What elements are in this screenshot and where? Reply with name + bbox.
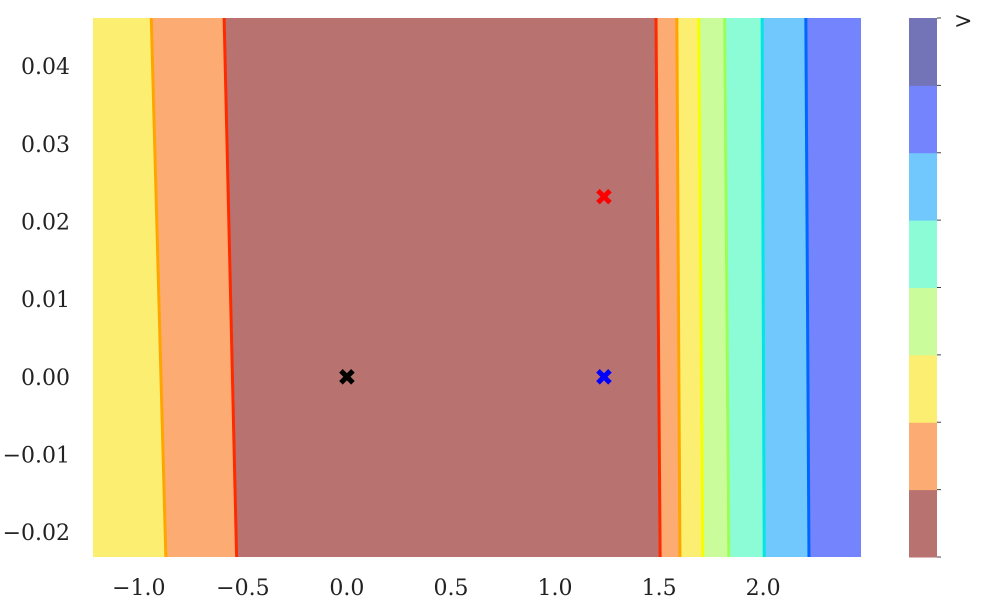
marker-0 xyxy=(339,369,355,385)
x-tick-label: −1.0 xyxy=(112,576,165,601)
y-tick-label: 0.01 xyxy=(21,288,70,313)
marker-2 xyxy=(596,188,612,205)
colorbar-segment-1 xyxy=(909,422,937,491)
contour-line-5 xyxy=(697,18,705,557)
contour-line-1 xyxy=(149,18,168,557)
contour-line-3 xyxy=(654,18,662,557)
colorbar-segment-7 xyxy=(909,18,937,86)
contour-band-level-6 xyxy=(805,18,861,557)
contour-line-2 xyxy=(222,18,239,557)
colorbar-segment-0 xyxy=(909,489,937,558)
x-tick-label: 1.5 xyxy=(642,576,677,601)
x-tick-label: 0.5 xyxy=(433,576,468,601)
contour-line-7 xyxy=(760,18,766,557)
x-tick-label: 2.0 xyxy=(746,576,781,601)
contour-line-4 xyxy=(675,18,682,557)
y-tick-label: 0.02 xyxy=(21,210,70,235)
marker-layer xyxy=(339,188,612,385)
colorbar-segment-3 xyxy=(909,287,937,356)
y-tick-label: −0.01 xyxy=(3,443,70,468)
colorbar: > xyxy=(909,9,972,558)
y-tick-label: −0.02 xyxy=(3,521,70,546)
y-tick-label: 0.03 xyxy=(21,133,70,158)
colorbar-top-label: > xyxy=(954,9,972,34)
x-tick-label: −0.5 xyxy=(216,576,269,601)
colorbar-segment-4 xyxy=(909,220,937,288)
contour-band-level-5 xyxy=(761,18,810,557)
contour-band-level-4 xyxy=(724,18,765,557)
contour-line-6 xyxy=(723,18,731,557)
contour-line-8 xyxy=(804,18,811,557)
colorbar-segment-5 xyxy=(909,152,937,221)
y-tick-label: 0.04 xyxy=(21,55,70,80)
x-axis: −1.0 −0.5 0.0 0.5 1.0 1.5 2.0 xyxy=(112,576,781,601)
contour-band-level-2 xyxy=(93,18,167,557)
x-tick-label: 1.0 xyxy=(538,576,573,601)
marker-1 xyxy=(596,369,612,385)
contour-band-level-0 xyxy=(223,18,661,557)
y-tick-label: 0.00 xyxy=(21,366,70,391)
y-axis: 0.04 0.03 0.02 0.01 0.00 −0.01 −0.02 xyxy=(3,55,70,546)
x-tick-label: 0.0 xyxy=(329,576,364,601)
colorbar-segment-2 xyxy=(909,354,937,423)
plot-area xyxy=(93,18,861,557)
colorbar-segment-6 xyxy=(909,85,937,154)
